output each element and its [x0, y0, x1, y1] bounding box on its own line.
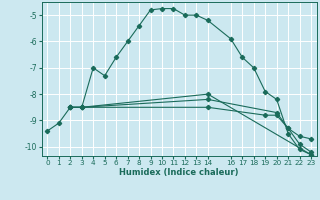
- X-axis label: Humidex (Indice chaleur): Humidex (Indice chaleur): [119, 168, 239, 177]
